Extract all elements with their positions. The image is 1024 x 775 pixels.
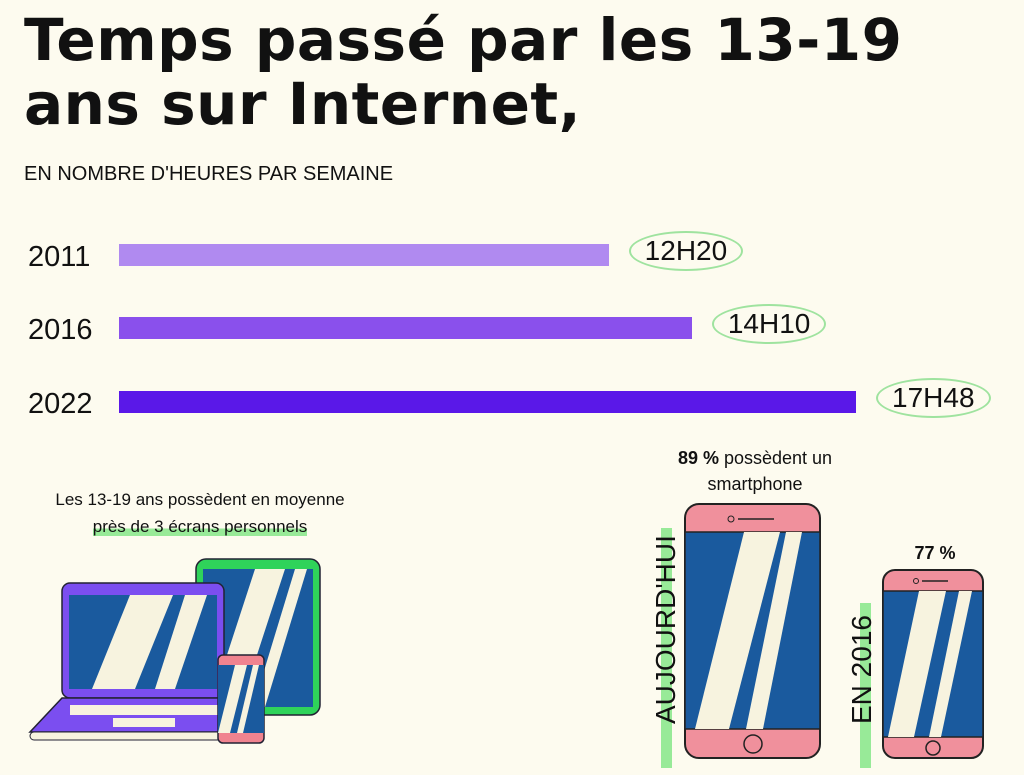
- today-caption: 89 % possèdent un smartphone: [640, 445, 870, 497]
- screens-note-line2: près de 3 écrans personnels: [92, 517, 308, 536]
- screens-note-line1: Les 13-19 ans possèdent en moyenne: [55, 490, 345, 509]
- bar-2011: [119, 244, 609, 266]
- devices-illustration: [28, 558, 321, 744]
- value-label: 17H48: [876, 378, 991, 418]
- today-text: possèdent un: [718, 448, 833, 468]
- value-label: 14H10: [711, 304, 827, 344]
- past-caption: 77 %: [880, 540, 990, 566]
- bar-2022: [119, 391, 856, 413]
- today-percent: 89 %: [677, 448, 719, 468]
- year-label: 2011: [28, 241, 91, 273]
- past-label: EN 2016: [846, 615, 877, 724]
- laptop-icon: [28, 582, 252, 741]
- year-label: 2016: [28, 314, 93, 346]
- today-label: AUJOURD'HUI: [650, 535, 681, 724]
- smartphone-2016-icon: [882, 569, 984, 759]
- value-label: 12H20: [628, 231, 744, 271]
- phone-small-icon: [217, 654, 265, 744]
- today-text-2: smartphone: [707, 474, 803, 494]
- chart-subtitle: EN NOMBRE D'HEURES PAR SEMAINE: [24, 163, 394, 185]
- chart-title: Temps passé par les 13-19 ans sur Intern…: [24, 6, 903, 138]
- screens-note: Les 13-19 ans possèdent en moyenne près …: [14, 486, 386, 540]
- today-highlight: [661, 528, 672, 768]
- smartphone-today-icon: [684, 503, 821, 759]
- year-label: 2022: [28, 388, 93, 420]
- past-percent: 77 %: [914, 543, 956, 563]
- past-highlight: [860, 603, 871, 768]
- bar-2016: [119, 317, 692, 339]
